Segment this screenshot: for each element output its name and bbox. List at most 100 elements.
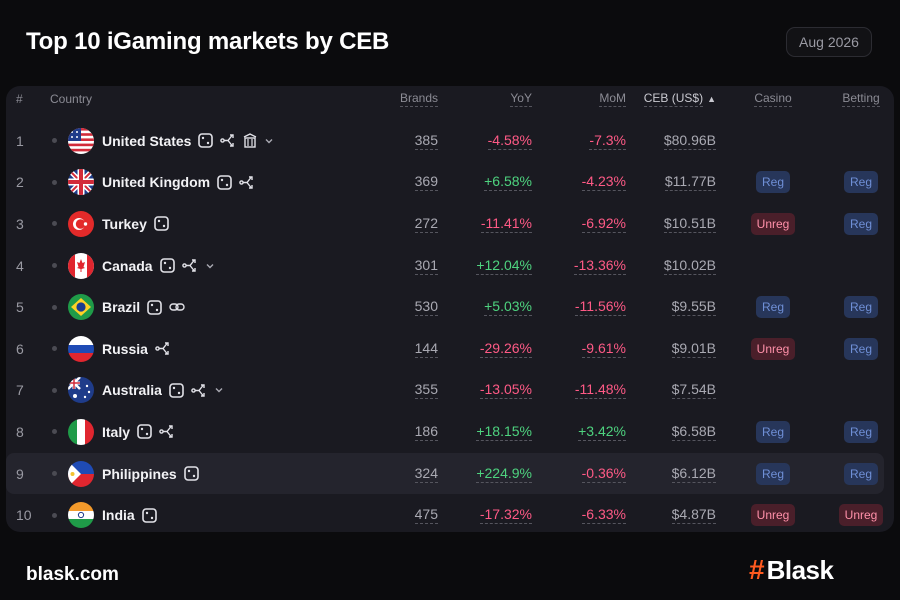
- country-name[interactable]: Brazil: [102, 299, 141, 316]
- table-row[interactable]: 7 Australia 355 -13.05% -11.48% $7.54B: [6, 370, 894, 412]
- brands-text: 186: [414, 422, 438, 441]
- branch-icon[interactable]: [181, 258, 198, 273]
- country-cell[interactable]: Italy: [68, 411, 182, 453]
- mom-value: -0.36%: [542, 453, 626, 495]
- branch-icon[interactable]: [191, 383, 207, 398]
- brands-text: 475: [414, 506, 438, 525]
- country-name[interactable]: India: [102, 507, 135, 524]
- flag-au-icon: [68, 377, 94, 404]
- table-row[interactable]: 8 Italy 186 +18.15% +3.42% $6.58B Reg Reg: [6, 411, 894, 453]
- country-cell[interactable]: Brazil: [68, 286, 192, 328]
- branch-icon[interactable]: [239, 175, 255, 190]
- country-cell[interactable]: Philippines: [68, 453, 206, 495]
- mom-text: -13.36%: [573, 256, 626, 275]
- country-name[interactable]: Turkey: [102, 215, 147, 232]
- country-name[interactable]: Philippines: [102, 465, 177, 482]
- table-row[interactable]: 6 Russia 144 -29.26% -9.61% $9.01B Unreg Reg: [6, 328, 894, 370]
- brands-value: 530: [366, 286, 438, 328]
- row-dot: [52, 162, 58, 204]
- country-cell[interactable]: Canada: [68, 245, 222, 287]
- header-ceb[interactable]: CEB (US$) ▲︎: [632, 86, 716, 112]
- country-name[interactable]: United States: [102, 132, 192, 149]
- country-name[interactable]: Italy: [102, 423, 131, 440]
- table-row[interactable]: 1 United States 385 -4.58% -7.3% $80.96B: [6, 120, 894, 162]
- betting-cell: [830, 370, 892, 412]
- country-cell[interactable]: United States: [68, 120, 281, 162]
- branch-icon[interactable]: [220, 133, 236, 148]
- mom-text: -4.23%: [581, 173, 626, 192]
- ceb-text: $6.12B: [671, 464, 716, 483]
- brands-text: 144: [414, 339, 438, 358]
- header-brands[interactable]: Brands: [366, 86, 438, 112]
- betting-cell: Reg: [830, 203, 892, 245]
- logo-mark: #: [749, 554, 765, 585]
- betting-cell: Reg: [830, 162, 892, 204]
- row-rank: 3: [16, 215, 24, 232]
- country-cell[interactable]: United Kingdom: [68, 162, 262, 204]
- branch-icon[interactable]: [159, 424, 175, 439]
- casino-cell: Reg: [744, 453, 802, 495]
- site-url[interactable]: blask.com: [26, 564, 119, 585]
- yoy-value: +6.58%: [446, 162, 532, 204]
- ceb-value: $6.58B: [632, 411, 716, 453]
- dice-icon[interactable]: [159, 258, 175, 273]
- branch-icon[interactable]: [155, 341, 171, 356]
- dice-icon[interactable]: [154, 216, 169, 232]
- table-row[interactable]: 4 Canada 301 +12.04% -13.36% $10.02B: [6, 245, 894, 287]
- link-icon[interactable]: [169, 301, 185, 313]
- dice-icon[interactable]: [147, 299, 162, 315]
- logo-text: Blask: [766, 555, 834, 585]
- country-cell[interactable]: India: [68, 494, 164, 532]
- country-cell[interactable]: Russia: [68, 328, 178, 370]
- period-selector[interactable]: Aug 2026: [786, 27, 872, 57]
- building-icon[interactable]: [243, 133, 257, 148]
- casino-status-badge: Reg: [755, 462, 790, 485]
- yoy-value: -13.05%: [446, 370, 532, 412]
- header-country[interactable]: Country: [50, 92, 93, 106]
- ceb-text: $6.58B: [671, 422, 716, 441]
- sort-icon: ▲︎: [707, 94, 716, 104]
- header-yoy[interactable]: YoY: [446, 86, 532, 112]
- country-cell[interactable]: Turkey: [68, 203, 176, 245]
- row-dot: [52, 453, 58, 495]
- country-name[interactable]: Australia: [102, 382, 162, 399]
- chevron-down-icon[interactable]: [264, 136, 274, 146]
- row-rank: 6: [16, 340, 24, 357]
- table-row[interactable]: 5 Brazil 530 +5.03% -11.56% $9.55B Reg Reg: [6, 286, 894, 328]
- country-name[interactable]: United Kingdom: [102, 174, 211, 191]
- mom-text: -11.48%: [574, 381, 626, 400]
- chevron-down-icon[interactable]: [214, 385, 224, 395]
- dice-icon[interactable]: [169, 383, 184, 398]
- row-dot: [52, 328, 58, 370]
- row-dot: [52, 411, 58, 453]
- chevron-down-icon[interactable]: [205, 261, 215, 271]
- country-cell[interactable]: Australia: [68, 370, 231, 412]
- dice-icon[interactable]: [198, 133, 214, 149]
- header-casino[interactable]: Casino: [744, 86, 802, 112]
- casino-cell: Unreg: [744, 328, 802, 370]
- yoy-text: -17.32%: [479, 506, 532, 525]
- dice-icon[interactable]: [137, 424, 152, 440]
- dice-icon[interactable]: [217, 175, 232, 190]
- yoy-value: +5.03%: [446, 286, 532, 328]
- table-row[interactable]: 2 United Kingdom 369 +6.58% -4.23% $11.77B Reg…: [6, 162, 894, 204]
- flag-us-icon: [68, 127, 94, 154]
- brands-text: 301: [414, 256, 438, 275]
- country-name[interactable]: Russia: [102, 340, 148, 357]
- header-mom[interactable]: MoM: [542, 86, 626, 112]
- header-betting[interactable]: Betting: [830, 86, 892, 112]
- row-rank: 2: [16, 174, 24, 191]
- ceb-value: $10.02B: [632, 245, 716, 287]
- table-row[interactable]: 3 Turkey 272 -11.41% -6.92% $10.51B Unreg Reg: [6, 203, 894, 245]
- country-name[interactable]: Canada: [102, 257, 153, 274]
- brands-text: 369: [414, 173, 438, 192]
- casino-status-badge: Reg: [755, 296, 790, 319]
- casino-status-badge: Unreg: [750, 337, 796, 360]
- brands-value: 385: [366, 120, 438, 162]
- ceb-value: $10.51B: [632, 203, 716, 245]
- dice-icon[interactable]: [183, 466, 199, 481]
- flag-tr-icon: [68, 210, 94, 237]
- dice-icon[interactable]: [141, 507, 157, 523]
- table-row[interactable]: 9 Philippines 324 +224.9% -0.36% $6.12B Reg Reg: [6, 452, 884, 495]
- table-row[interactable]: 10 India 475 -17.32% -6.33% $4.87B Unreg Unreg: [6, 494, 894, 532]
